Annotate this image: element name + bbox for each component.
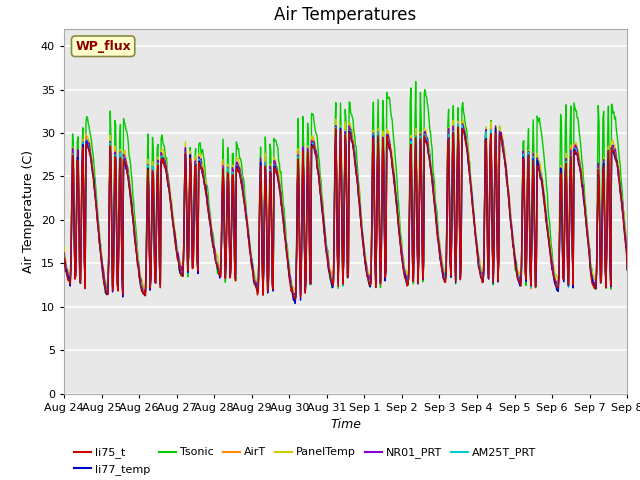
Title: Air Temperatures: Air Temperatures bbox=[275, 6, 417, 24]
Y-axis label: Air Temperature (C): Air Temperature (C) bbox=[22, 150, 35, 273]
Legend: li75_t, li77_temp, Tsonic, AirT, PanelTemp, NR01_PRT, AM25T_PRT: li75_t, li77_temp, Tsonic, AirT, PanelTe… bbox=[70, 443, 541, 479]
X-axis label: Time: Time bbox=[330, 418, 361, 431]
Text: WP_flux: WP_flux bbox=[76, 40, 131, 53]
